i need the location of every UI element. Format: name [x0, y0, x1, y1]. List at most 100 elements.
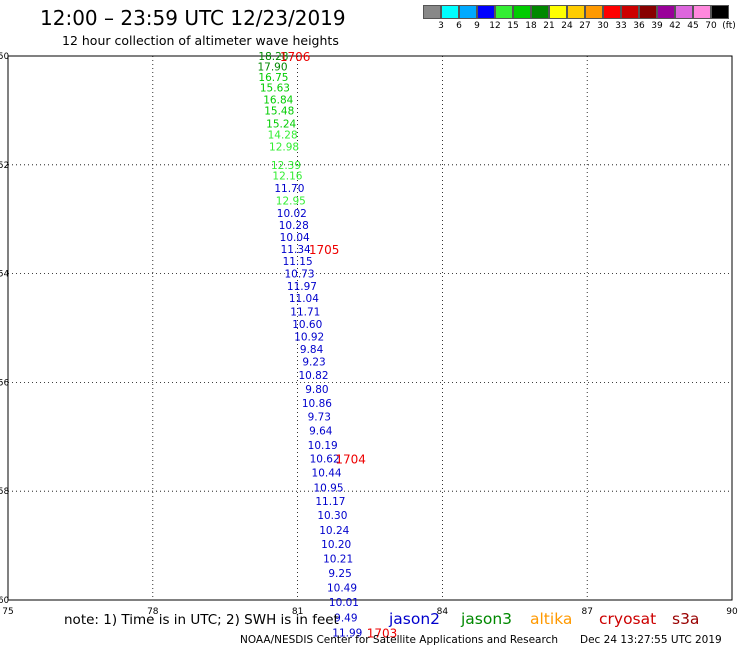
wave-height-label: 12.98	[269, 141, 299, 153]
color-swatch	[567, 5, 585, 19]
wave-height-label: 10.95	[313, 482, 343, 494]
x-tick-label: 78	[147, 607, 159, 617]
wave-height-label: 10.20	[321, 539, 351, 551]
wave-height-label: 9.80	[305, 384, 328, 396]
color-swatch	[531, 5, 549, 19]
color-swatch	[513, 5, 531, 19]
wave-height-label: 10.44	[312, 468, 342, 480]
color-scale-label: 39	[651, 21, 663, 31]
x-tick-label: 87	[581, 607, 592, 617]
wave-height-label: 9.23	[302, 357, 325, 369]
footer-credit: NOAA/NESDIS Center for Satellite Applica…	[240, 634, 558, 646]
wave-height-label: 10.86	[302, 398, 332, 410]
color-scale-label: 12	[489, 21, 501, 31]
color-swatch	[657, 5, 675, 19]
color-scale-label: (ft)	[722, 21, 736, 31]
note-text: note: 1) Time is in UTC; 2) SWH is in fe…	[64, 612, 339, 628]
wave-height-label: 15.48	[264, 105, 294, 117]
wave-height-label: 9.84	[300, 344, 324, 356]
y-tick-label: -58	[0, 487, 9, 497]
wave-height-label: 11.97	[287, 281, 317, 293]
color-swatch	[693, 5, 711, 19]
color-swatch	[639, 5, 657, 19]
legend-s3a: s3a	[672, 610, 700, 628]
wave-height-label: 11.17	[315, 496, 345, 508]
chart-title: 12:00 – 23:59 UTC 12/23/2019	[40, 6, 346, 30]
wave-height-label: 10.60	[292, 319, 322, 331]
wave-height-label: 11.99	[332, 628, 362, 640]
wave-height-label: 10.49	[327, 582, 357, 594]
legend-jason2: jason2	[389, 610, 441, 628]
wave-height-label: 10.01	[329, 597, 359, 609]
color-swatch	[495, 5, 513, 19]
wave-height-label: 15.24	[266, 118, 296, 130]
color-swatch	[675, 5, 693, 19]
color-swatch	[459, 5, 477, 19]
time-label: 1704	[335, 453, 366, 467]
plot-frame	[7, 55, 733, 601]
color-scale-label: 27	[579, 21, 591, 31]
color-scale-label: 30	[597, 21, 609, 31]
wave-height-label: 10.82	[298, 370, 328, 382]
wave-height-label: 11.70	[274, 183, 304, 195]
color-scale-label: 36	[633, 21, 645, 31]
wave-height-label: 10.62	[310, 454, 340, 466]
wave-height-label: 10.19	[308, 440, 338, 452]
color-swatch	[423, 5, 441, 19]
legend-altika: altika	[530, 610, 573, 628]
time-label: 1703	[367, 627, 398, 641]
wave-height-label: 10.73	[284, 269, 314, 281]
legend-cryosat: cryosat	[599, 610, 657, 628]
y-tick-label: -56	[0, 378, 9, 388]
wave-height-label: 12.95	[276, 196, 306, 208]
wave-height-label: 11.34	[281, 244, 311, 256]
x-tick-label: 90	[726, 607, 738, 617]
wave-height-label: 10.21	[323, 554, 353, 566]
wave-height-label: 18.28	[258, 51, 288, 63]
wave-height-label: 10.28	[279, 220, 309, 232]
color-scale-label: 42	[669, 21, 681, 31]
color-swatch	[711, 5, 729, 19]
color-swatch	[477, 5, 495, 19]
y-tick-label: -60	[0, 596, 9, 606]
footer-timestamp: Dec 24 13:27:55 UTC 2019	[580, 634, 722, 646]
color-scale-labels: 3 6 9 12 15 18 21 24 27 30 33 36 39 42 45 70 (ft)	[423, 21, 740, 33]
wave-height-label: 10.92	[294, 332, 324, 344]
x-tick-label: 84	[437, 607, 449, 617]
wave-height-label: 17.90	[257, 61, 287, 73]
color-scale-label: 33	[615, 21, 627, 31]
color-swatch	[549, 5, 567, 19]
wave-height-label: 12.16	[272, 171, 302, 183]
wave-height-label: 11.15	[283, 256, 313, 268]
y-tick-label: -52	[0, 161, 9, 171]
color-scale-label: 6	[456, 21, 462, 31]
wave-height-label: 9.64	[309, 425, 333, 437]
wave-height-label: 11.04	[289, 293, 319, 305]
y-tick-label: -54	[0, 270, 9, 280]
color-scale-label: 9	[474, 21, 480, 31]
wave-height-label: 15.63	[260, 83, 290, 95]
color-scale-label: 18	[525, 21, 537, 31]
wave-height-label: 14.28	[268, 129, 298, 141]
wave-height-label: 12.39	[271, 160, 301, 172]
wave-height-label: 9.25	[328, 568, 351, 580]
legend-jason3: jason3	[461, 610, 513, 628]
wave-height-label: 11.71	[290, 307, 320, 319]
wave-height-label: 10.24	[319, 525, 349, 537]
color-scale-label: 21	[543, 21, 555, 31]
time-label: 1705	[309, 243, 340, 257]
wave-height-label: 9.49	[334, 612, 357, 624]
wave-height-label: 10.02	[277, 208, 307, 220]
wave-height-label: 16.75	[258, 72, 288, 84]
chart-subtitle: 12 hour collection of altimeter wave hei…	[62, 33, 339, 48]
x-tick-label: 81	[292, 607, 303, 617]
color-scale-label: 24	[561, 21, 573, 31]
wave-height-label: 16.84	[263, 95, 293, 107]
color-swatch	[585, 5, 603, 19]
color-scale-label: 70	[705, 21, 717, 31]
color-scale-bar	[423, 5, 729, 19]
wave-height-label: 10.30	[317, 510, 347, 522]
time-label: 1706	[280, 50, 311, 64]
color-scale-label: 45	[687, 21, 699, 31]
